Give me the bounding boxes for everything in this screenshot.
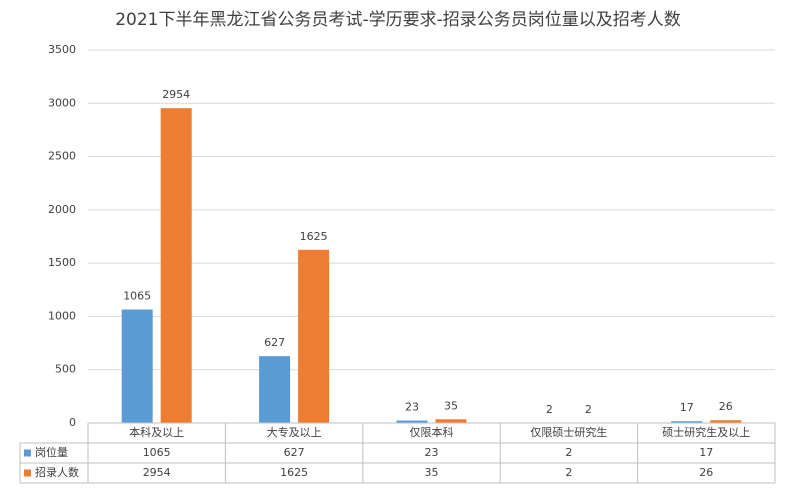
- x-tick-label: 仅限本科: [410, 425, 454, 439]
- bar: [160, 108, 192, 424]
- data-label: 2: [546, 403, 553, 416]
- table-cell: 26: [699, 466, 713, 479]
- table-cell: 627: [284, 446, 305, 459]
- bar: [710, 420, 742, 423]
- bar: [396, 420, 428, 423]
- table-cell: 1065: [143, 446, 171, 459]
- bar: [435, 419, 467, 423]
- y-tick-label: 0: [69, 416, 76, 429]
- data-label: 2: [585, 403, 592, 416]
- bar: [298, 249, 330, 423]
- x-tick-label: 本科及以上: [129, 425, 184, 439]
- table-cell: 2: [565, 466, 572, 479]
- x-tick-label: 仅限硕士研究生: [530, 425, 607, 439]
- data-label: 627: [264, 336, 285, 349]
- bar: [671, 421, 703, 423]
- table-cell: 17: [699, 446, 713, 459]
- legend-label: 岗位量: [35, 445, 68, 459]
- table-cell: 1625: [280, 466, 308, 479]
- data-label: 1065: [123, 290, 151, 303]
- x-tick-label: 大专及以上: [267, 425, 322, 439]
- legend-label: 招录人数: [35, 465, 79, 479]
- data-label: 23: [405, 401, 419, 414]
- y-tick-label: 3000: [48, 96, 76, 109]
- y-tick-label: 1500: [48, 256, 76, 269]
- table-cell: 35: [425, 466, 439, 479]
- data-label: 35: [444, 399, 458, 412]
- data-label: 26: [719, 400, 733, 413]
- chart-title: 2021下半年黑龙江省公务员考试-学历要求-招录公务员岗位量以及招考人数: [115, 10, 681, 30]
- legend-swatch: [24, 469, 31, 477]
- data-label: 17: [680, 401, 694, 414]
- table-cell: 2954: [143, 466, 171, 479]
- data-label: 1625: [300, 230, 328, 243]
- x-tick-label: 硕士研究生及以上: [662, 425, 750, 439]
- y-tick-label: 3500: [48, 43, 76, 56]
- y-tick-label: 2000: [48, 203, 76, 216]
- bar: [259, 356, 291, 423]
- y-tick-label: 1000: [48, 309, 76, 322]
- data-label: 2954: [162, 88, 190, 101]
- table-cell: 23: [425, 446, 439, 459]
- y-tick-label: 2500: [48, 150, 76, 163]
- bar: [121, 309, 153, 423]
- y-tick-label: 500: [55, 363, 76, 376]
- legend-swatch: [24, 449, 31, 457]
- table-cell: 2: [565, 446, 572, 459]
